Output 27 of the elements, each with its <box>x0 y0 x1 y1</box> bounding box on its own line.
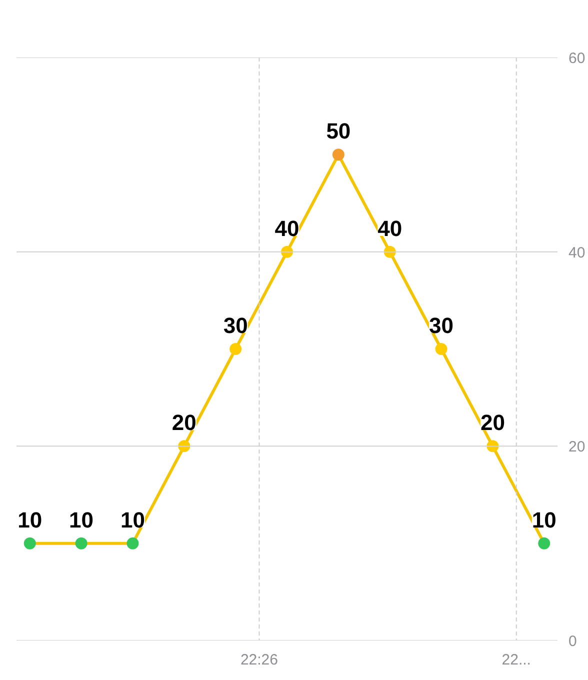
data-label: 20 <box>480 410 505 436</box>
text: 22... <box>502 652 531 668</box>
data-label: 40 <box>378 216 402 241</box>
point <box>384 246 396 258</box>
point <box>75 537 88 550</box>
y-tick-label: 40 <box>568 244 586 262</box>
data-label: 30 <box>223 313 248 338</box>
data-label: 10 <box>532 507 556 532</box>
point <box>230 343 242 355</box>
y-tick-label: 60 <box>568 50 586 67</box>
point <box>538 537 550 550</box>
data-label: 30 <box>429 313 454 338</box>
data-label: 20 <box>172 410 196 436</box>
data-label: 50 <box>326 118 351 144</box>
y-tick-label: 20 <box>568 438 586 456</box>
data-label: 10 <box>69 507 94 532</box>
text: 22:26 <box>240 652 278 668</box>
data-label: 10 <box>18 507 42 532</box>
data-label: 40 <box>274 216 300 241</box>
y-tick-label: 0 <box>568 633 577 650</box>
data-label: 10 <box>120 507 145 532</box>
point <box>178 440 190 452</box>
point <box>126 537 139 550</box>
point <box>435 343 448 355</box>
point <box>281 246 293 258</box>
point <box>24 537 36 550</box>
point <box>332 148 344 161</box>
